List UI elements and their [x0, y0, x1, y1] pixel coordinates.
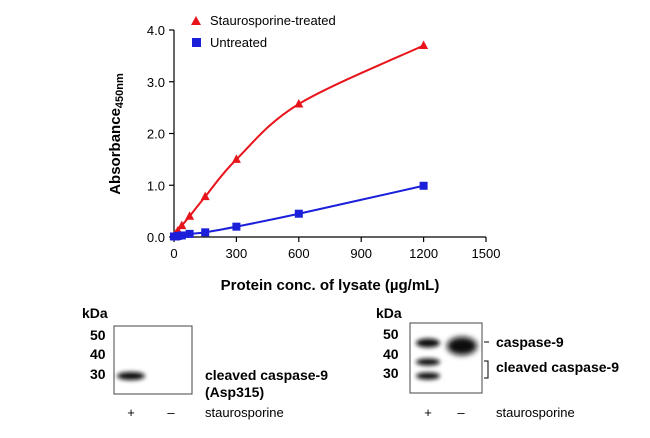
x-tick-label: 1500 — [472, 246, 501, 261]
y-axis-label: Absorbance450nm — [107, 73, 126, 195]
y-tick-label: 3.0 — [147, 75, 165, 90]
blot-right-band-cleaved-b — [416, 372, 440, 380]
y-tick-label: 4.0 — [147, 23, 165, 38]
data-point-triangle — [185, 211, 195, 220]
y-axis-label-sub: 450nm — [114, 73, 126, 108]
data-point-square — [294, 209, 303, 218]
y-axis-label-main: Absorbance — [107, 108, 124, 195]
blot-right-label-caspase9: caspase-9 — [496, 334, 564, 350]
series-line-0 — [173, 44, 425, 237]
data-point-square — [232, 222, 241, 231]
blot-right-marker-50: 50 — [383, 326, 399, 342]
blot-left-marker-30: 30 — [90, 366, 106, 382]
axis-ticks: 0 300 600 900 1200 1500 0.0 1.0 2.0 3.0 4.0 — [147, 23, 501, 261]
x-tick-label: 600 — [288, 246, 310, 261]
series-group — [169, 40, 429, 241]
x-tick-label: 900 — [350, 246, 372, 261]
blot-right-cleaved-bracket — [484, 360, 489, 379]
x-axis-label: Protein conc. of lysate (µg/mL) — [221, 277, 440, 294]
legend-label-untreated: Untreated — [210, 35, 267, 50]
blot-left-marker-40: 40 — [90, 346, 106, 362]
blot-right-marker-40: 40 — [383, 346, 399, 362]
blot-left-lane-minus: – — [167, 405, 175, 420]
blot-left-marker-50: 50 — [90, 327, 106, 343]
legend-marker-staurosporine — [191, 16, 201, 25]
blot-right-band-caspase9-lane1 — [416, 338, 440, 348]
data-point-square — [185, 229, 194, 238]
y-tick-label: 0.0 — [147, 230, 165, 245]
legend: Staurosporine-treated Untreated — [191, 13, 336, 50]
data-point-triangle — [231, 154, 241, 163]
blot-right: kDa 50 40 30 caspase-9 cleaved caspase-9… — [376, 305, 619, 420]
blot-left-lane-caption: staurosporine — [205, 405, 284, 420]
data-point-square — [419, 181, 428, 190]
data-point-square — [201, 228, 210, 237]
blot-left-membrane — [113, 325, 193, 395]
blot-left-band-label-2: (Asp315) — [205, 384, 264, 400]
data-point-square — [177, 231, 186, 240]
x-tick-label: 0 — [170, 246, 177, 261]
blot-right-lane-plus: + — [424, 405, 432, 420]
blot-left-band-label-1: cleaved caspase-9 — [205, 367, 328, 383]
data-point-triangle — [294, 99, 304, 108]
legend-marker-untreated — [192, 38, 201, 47]
blot-right-lane-minus: – — [457, 405, 465, 420]
x-tick-label: 300 — [226, 246, 248, 261]
blot-right-label-cleaved: cleaved caspase-9 — [496, 359, 619, 375]
blot-right-kda-label: kDa — [376, 305, 402, 321]
blot-left-band-cleaved — [117, 372, 145, 380]
y-tick-label: 1.0 — [147, 178, 165, 193]
x-tick-label: 1200 — [409, 246, 438, 261]
blot-right-lane-caption: staurosporine — [496, 405, 575, 420]
blot-left-lane-plus: + — [127, 405, 135, 420]
y-tick-label: 2.0 — [147, 127, 165, 142]
blot-left: kDa 50 40 30 cleaved caspase-9 (Asp315) … — [82, 305, 328, 420]
data-point-triangle — [419, 40, 429, 50]
data-point-triangle — [200, 191, 210, 201]
blot-right-membrane — [409, 322, 483, 394]
legend-label-staurosporine: Staurosporine-treated — [210, 13, 336, 28]
blot-right-band-caspase9-lane2 — [447, 337, 477, 355]
blot-right-marker-30: 30 — [383, 365, 399, 381]
data-point-triangle — [177, 220, 187, 230]
blot-left-kda-label: kDa — [82, 305, 108, 321]
blot-right-band-cleaved-a — [416, 358, 440, 366]
